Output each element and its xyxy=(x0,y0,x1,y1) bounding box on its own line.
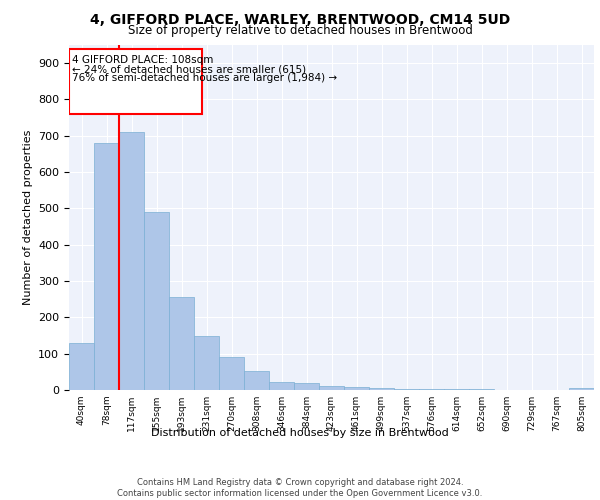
Text: ← 24% of detached houses are smaller (615): ← 24% of detached houses are smaller (61… xyxy=(71,64,305,74)
Bar xyxy=(319,386,344,390)
Text: Contains HM Land Registry data © Crown copyright and database right 2024.
Contai: Contains HM Land Registry data © Crown c… xyxy=(118,478,482,498)
Bar xyxy=(419,389,444,390)
Bar xyxy=(94,143,119,390)
Bar xyxy=(119,132,144,390)
Y-axis label: Number of detached properties: Number of detached properties xyxy=(23,130,32,305)
Bar xyxy=(344,387,369,390)
Bar xyxy=(144,212,169,390)
Bar xyxy=(194,336,219,390)
Text: Distribution of detached houses by size in Brentwood: Distribution of detached houses by size … xyxy=(151,428,449,438)
Bar xyxy=(219,358,244,390)
Text: 4, GIFFORD PLACE, WARLEY, BRENTWOOD, CM14 5UD: 4, GIFFORD PLACE, WARLEY, BRENTWOOD, CM1… xyxy=(90,12,510,26)
Bar xyxy=(169,298,194,390)
Bar xyxy=(244,371,269,390)
Bar xyxy=(369,388,394,390)
Text: 4 GIFFORD PLACE: 108sqm: 4 GIFFORD PLACE: 108sqm xyxy=(71,55,213,65)
Bar xyxy=(269,382,294,390)
Bar xyxy=(394,388,419,390)
Text: Size of property relative to detached houses in Brentwood: Size of property relative to detached ho… xyxy=(128,24,472,37)
Bar xyxy=(569,388,594,390)
Bar xyxy=(294,384,319,390)
Text: 76% of semi-detached houses are larger (1,984) →: 76% of semi-detached houses are larger (… xyxy=(71,74,337,84)
Bar xyxy=(69,343,94,390)
Bar xyxy=(69,48,202,114)
